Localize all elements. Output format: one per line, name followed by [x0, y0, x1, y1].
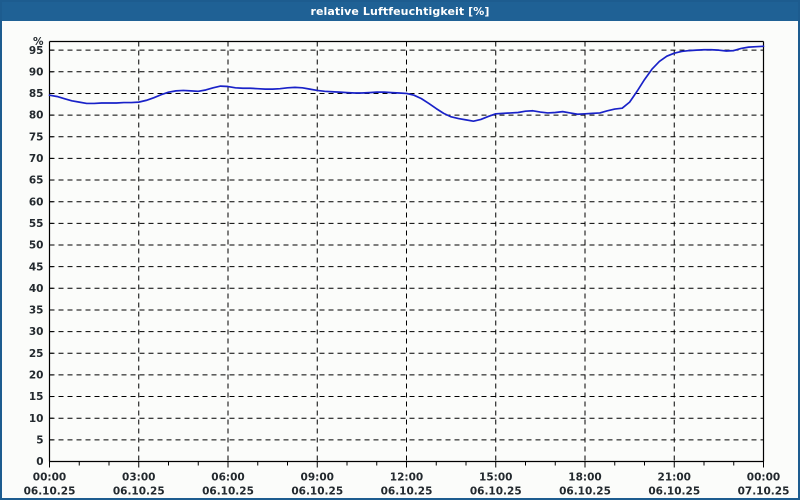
x-tick-time-label: 00:00 — [33, 472, 66, 484]
y-tick-label: 85 — [29, 88, 44, 100]
x-tick-date-label: 06.10.25 — [648, 486, 700, 498]
x-tick-time-label: 06:00 — [211, 472, 244, 484]
y-tick-label: 50 — [29, 240, 44, 252]
x-tick-date-label: 06.10.25 — [470, 486, 522, 498]
y-tick-label: 75 — [29, 131, 44, 143]
vertical-gridlines — [138, 41, 675, 462]
x-tick-time-label: 12:00 — [390, 472, 423, 484]
x-tick-date-label: 06.10.25 — [24, 486, 76, 498]
y-tick-label: 30 — [29, 326, 44, 338]
x-tick-date-label: 06.10.25 — [202, 486, 254, 498]
y-tick-label: 10 — [29, 413, 44, 425]
y-axis-labels: 0 5 10 15 20 25 30 35 40 45 50 55 60 65 70 75 80 85 90 95% — [29, 36, 44, 468]
y-tick-label: 40 — [29, 283, 44, 295]
x-tick-date-label: 06.10.25 — [559, 486, 611, 498]
y-tick-label: 90 — [29, 66, 44, 78]
y-tick-label: 5 — [36, 434, 43, 446]
x-tick-date-label: 07.10.25 — [738, 486, 790, 498]
x-tick-time-label: 18:00 — [568, 472, 601, 484]
y-tick-label: 35 — [29, 305, 44, 317]
axis-lines — [48, 40, 765, 463]
x-tick-date-label: 06.10.25 — [381, 486, 433, 498]
y-tick-label: 55 — [29, 218, 44, 230]
chart-canvas: 0 5 10 15 20 25 30 35 40 45 50 55 60 65 70 75 80 85 90 95% … — [2, 21, 798, 498]
data-series — [48, 45, 765, 123]
series-line-humidity — [48, 45, 765, 123]
page-title: relative Luftfeuchtigkeit [%] — [310, 5, 490, 18]
y-tick-label: 95 — [29, 45, 44, 57]
x-tick-time-label: 15:00 — [479, 472, 512, 484]
y-tick-label: 0 — [36, 456, 43, 468]
window-titlebar: relative Luftfeuchtigkeit [%] — [2, 2, 798, 21]
x-tick-time-label: 03:00 — [122, 472, 155, 484]
horizontal-gridlines — [49, 49, 764, 441]
y-tick-label: 25 — [29, 348, 44, 360]
y-tick-label: 60 — [29, 196, 44, 208]
x-tick-time-label: 09:00 — [301, 472, 334, 484]
x-tick-date-label: 06.10.25 — [291, 486, 343, 498]
x-tick-date-label: 06.10.25 — [113, 486, 165, 498]
y-tick-label: 80 — [29, 110, 44, 122]
y-tick-label: 70 — [29, 153, 44, 165]
y-axis-unit-label: % — [33, 36, 44, 48]
humidity-line-chart: 05101520253035404550556065707580859095% … — [24, 36, 790, 498]
x-axis-labels: 00:00 06.10.25 03:00 06.10.25 06:00 06.10.25 0… — [24, 472, 790, 498]
x-tick-time-label: 21:00 — [658, 472, 691, 484]
y-tick-label: 20 — [29, 370, 44, 382]
x-tick-time-label: 00:00 — [747, 472, 780, 484]
axis-ticks — [49, 49, 764, 468]
y-tick-label: 65 — [29, 175, 44, 187]
y-tick-label: 45 — [29, 261, 44, 273]
y-tick-label: 15 — [29, 391, 44, 403]
